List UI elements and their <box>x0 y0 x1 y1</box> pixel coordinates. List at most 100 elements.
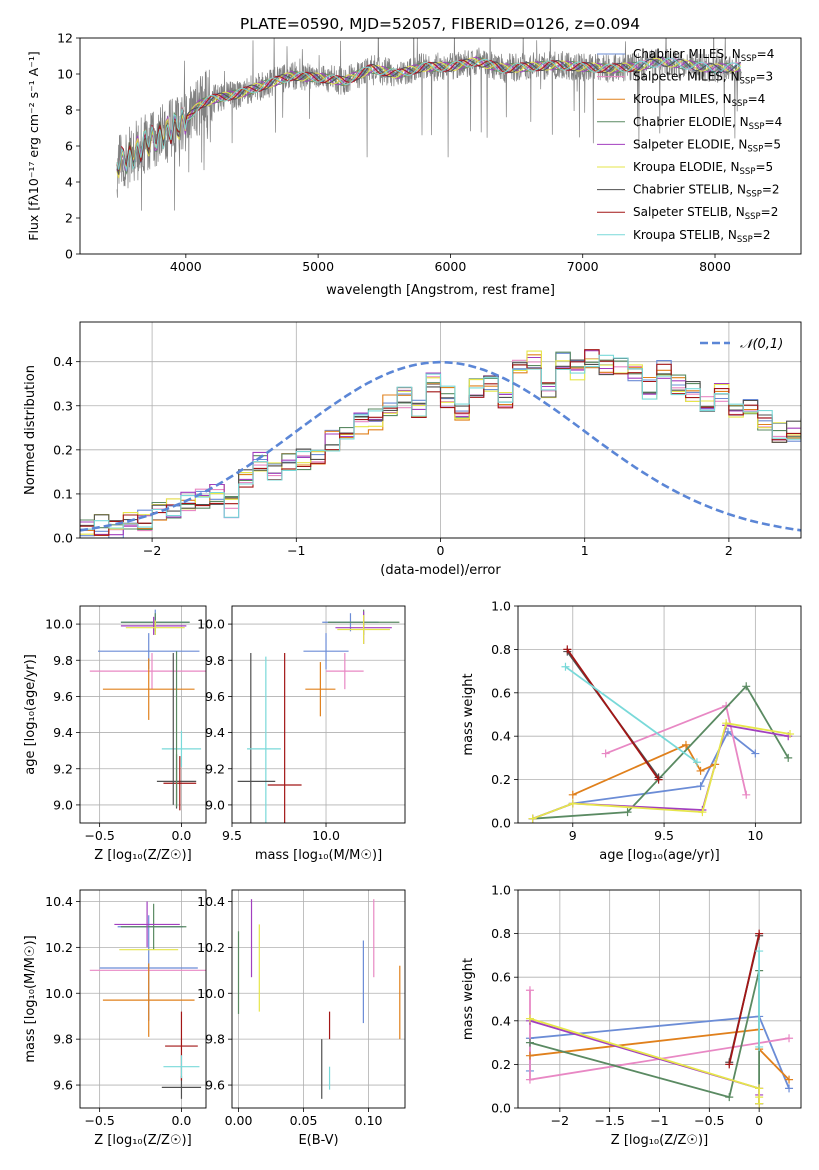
weight-series-line <box>564 666 698 763</box>
model-fit-line <box>116 57 742 173</box>
x-tick-label: 10 <box>747 828 763 843</box>
y-tick-label: 10.0 <box>45 986 73 1001</box>
x-tick-label: −0.5 <box>84 1113 114 1128</box>
plot-area <box>80 349 801 538</box>
axes-frame <box>231 605 406 824</box>
mass-vs-metallicity-panel: −0.5 0.0 9.6 9.8 10.0 10.2 10.4 Z [log₁₀(Z/Z☉)]… <box>23 889 207 1148</box>
y-tick-label: 10.2 <box>197 940 225 955</box>
weight-series <box>561 662 701 767</box>
x-axis-label: Z [log₁₀(Z/Z☉)] <box>94 848 191 863</box>
y-tick-label: 9.0 <box>205 797 225 812</box>
y-axis-label: mass weight <box>461 673 476 755</box>
grid-lines <box>80 890 206 1108</box>
legend-entry: Kroupa ELODIE, NSSP=5 <box>633 160 773 177</box>
y-axis-label: mass weight <box>461 958 476 1040</box>
tick-group: −0.5 0.0 9.0 9.2 9.4 9.6 9.8 10.0 <box>45 617 191 843</box>
x-tick-label: −0.5 <box>694 1113 724 1128</box>
weight-point-marker <box>525 1038 534 1047</box>
y-tick-label: 0.4 <box>491 1013 511 1028</box>
y-axis-label: Normed distribution <box>23 365 38 495</box>
weight-point-marker <box>742 790 751 799</box>
y-tick-label: 9.8 <box>205 1032 225 1047</box>
y-tick-label: 0.4 <box>53 354 73 369</box>
spectrum-panel: 4000 5000 6000 7000 8000 0 2 4 6 8 10 12 Chabrier MI… <box>26 31 802 298</box>
weight-series <box>525 1014 764 1108</box>
y-tick-label: 0.0 <box>53 531 73 546</box>
x-tick-label: 0 <box>755 1113 763 1128</box>
x-axis-label: wavelength [Angstrom, rest frame] <box>326 283 555 298</box>
weight-point-marker <box>525 986 534 995</box>
y-tick-label: 12 <box>57 31 73 46</box>
tick-group: 9.5 10.0 9.0 9.2 9.4 9.6 9.8 10.0 <box>197 617 340 843</box>
weight-point-marker <box>528 814 537 823</box>
y-tick-label: 9.8 <box>53 653 73 668</box>
y-tick-label: 9.8 <box>205 653 225 668</box>
weight-series-line <box>566 648 660 781</box>
weight-point-marker <box>785 1084 794 1093</box>
weight-point-marker <box>623 808 632 817</box>
axes-frame <box>79 605 207 824</box>
histogram-step-line <box>80 351 801 530</box>
plot-area <box>116 38 742 211</box>
errorbar-point <box>305 662 336 717</box>
weight-point-marker <box>525 1051 534 1060</box>
weight-point-marker <box>723 727 732 736</box>
weight-point-marker <box>525 1014 534 1023</box>
weight-series-line <box>532 684 789 820</box>
errorbar-point <box>102 963 195 1037</box>
legend: Chabrier MILES, NSSP=4 Salpeter MILES, NS… <box>597 47 782 245</box>
x-tick-label: 0.0 <box>172 1113 192 1128</box>
y-tick-label: 4 <box>65 175 73 190</box>
x-tick-label: −0.5 <box>84 828 114 843</box>
x-tick-label: 0.10 <box>355 1113 383 1128</box>
axes-frame <box>517 889 802 1109</box>
x-tick-label: 6000 <box>435 259 467 274</box>
weight-point-marker <box>725 1093 734 1102</box>
x-axis-label: age [log₁₀(age/yr)] <box>599 848 720 863</box>
grid-lines <box>80 606 206 823</box>
y-tick-label: 0.6 <box>491 970 511 985</box>
x-tick-label: −1 <box>287 543 305 558</box>
plot-area <box>89 901 206 1099</box>
y-tick-label: 10.0 <box>197 986 225 1001</box>
observed-spectrum-line <box>116 38 742 211</box>
y-tick-label: 0.6 <box>491 685 511 700</box>
legend-entry: Salpeter MILES, NSSP=3 <box>633 70 773 87</box>
x-tick-label: 8000 <box>699 259 731 274</box>
weight-point-marker <box>755 1099 764 1108</box>
weight-point-marker <box>722 719 731 728</box>
x-tick-label: 9 <box>569 828 577 843</box>
y-tick-label: 9.6 <box>53 1078 73 1093</box>
weight-point-marker <box>696 782 705 791</box>
y-tick-label: 9.6 <box>205 1078 225 1093</box>
age-vs-metallicity-panel: −0.5 0.0 9.0 9.2 9.4 9.6 9.8 10.0 Z [log₁₀(Z/Z☉)… <box>23 605 207 863</box>
weight-point-marker <box>755 929 764 938</box>
normal-distribution-curve <box>80 360 801 532</box>
y-tick-label: 10.4 <box>197 894 225 909</box>
grid-lines <box>80 322 801 539</box>
weight-series-line <box>532 722 791 820</box>
y-axis-label: mass [log₁₀(M/M☉)] <box>23 935 38 1062</box>
plot-area <box>237 899 401 1099</box>
x-tick-label: 0.00 <box>225 1113 253 1128</box>
x-tick-label: 7000 <box>567 259 599 274</box>
model-fit-line <box>116 58 742 175</box>
weight-point-marker <box>681 740 690 749</box>
weight-series <box>725 929 764 1069</box>
weight-point-marker <box>601 749 610 758</box>
axes-frame <box>517 605 802 824</box>
errorbar-point <box>102 658 195 720</box>
grid-lines <box>231 606 405 823</box>
tick-group: −2 −1 0 1 2 0.0 0.1 0.2 0.3 0.4 <box>53 354 733 558</box>
weight-vs-metallicity-panel: −2 −1.5 −1 −0.5 0 0.0 0.2 0.4 0.6 0.8 1.0 Z [log₁₀(… <box>461 883 802 1148</box>
weight-point-marker <box>755 1084 764 1093</box>
weight-series <box>525 966 764 1108</box>
y-tick-label: 0.4 <box>491 729 511 744</box>
x-axis-label: Z [log₁₀(Z/Z☉)] <box>611 1133 708 1148</box>
tick-group: 0.00 0.05 0.10 9.6 9.8 10.0 10.2 10.4 <box>197 894 382 1128</box>
weight-point-marker <box>786 730 795 739</box>
tick-group: −0.5 0.0 9.6 9.8 10.0 10.2 10.4 <box>45 894 191 1128</box>
weight-point-marker <box>696 766 705 775</box>
y-axis-label: Flux [fλ10⁻¹⁷ erg cm⁻² s⁻¹ A⁻¹] <box>26 51 41 240</box>
x-tick-label: −2 <box>551 1113 569 1128</box>
